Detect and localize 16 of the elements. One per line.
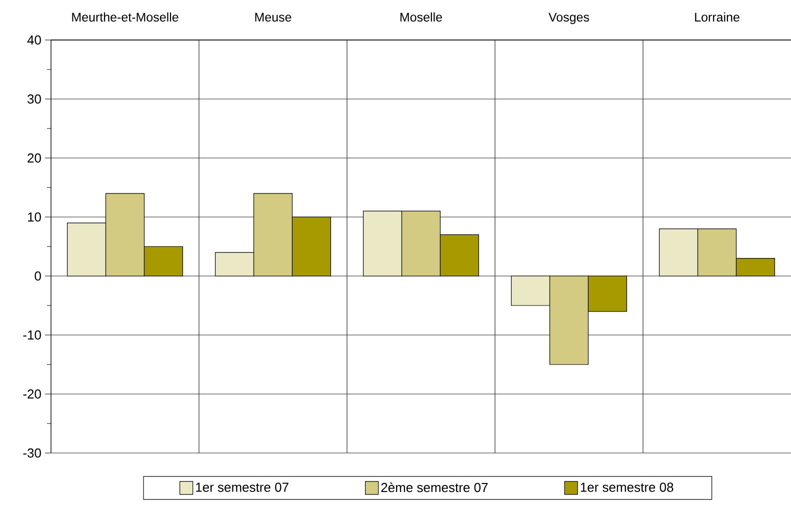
x-tick-label: Vosges (548, 12, 590, 24)
legend-label: 2ème semestre 07 (381, 482, 488, 492)
y-tick-label: 10 (28, 212, 41, 222)
y-tick-label: -30 (23, 448, 41, 458)
legend-label: 1er semestre 08 (580, 482, 674, 492)
y-tick-label: 30 (28, 94, 41, 104)
y-tick-label: 40 (27, 35, 41, 45)
x-tick-label: Lorraine (695, 12, 740, 22)
x-tick-label: Moselle (400, 12, 442, 22)
y-tick-label: -10 (23, 330, 41, 340)
x-tick-label: Meuse (255, 12, 292, 22)
y-tick-label: 0 (34, 271, 41, 281)
y-tick-label: 20 (28, 153, 41, 163)
y-tick-label: -20 (23, 389, 41, 399)
legend-label: 1er semestre 07 (196, 482, 288, 492)
x-tick-label: Meurthe-et-Moselle (72, 12, 178, 22)
